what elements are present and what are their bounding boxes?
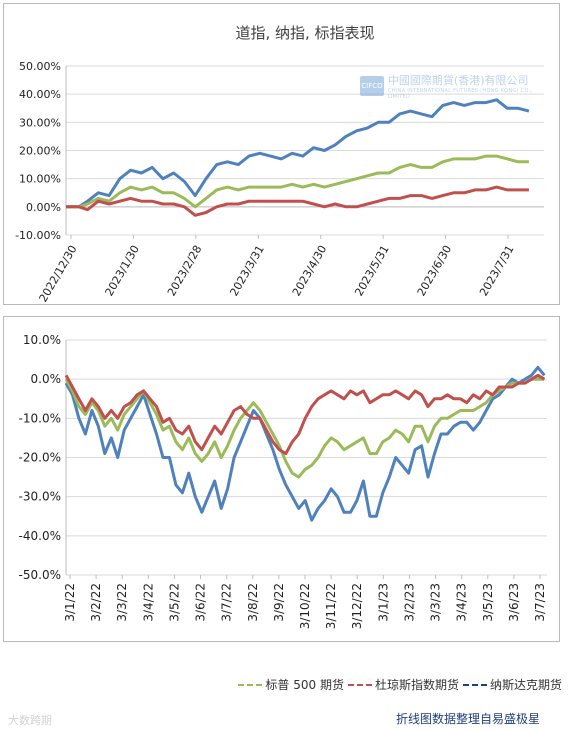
bottom-line-chart: 10.0%0.0%-10.0%-20.0%-30.0%-40.0%-50.0%3… (19, 333, 547, 629)
x-tick-label: 3/1/22 (63, 583, 77, 622)
x-tick-label: 3/6/22 (194, 583, 208, 622)
top-line-chart: 道指, 纳指, 标指表现 50.00% 40.00% 30.00% 20.00% 10.0… (15, 24, 544, 304)
series-line-0-2 (66, 185, 529, 217)
y-tick-label: -30.0% (19, 490, 61, 504)
source-note: 折线图数据整理自易盛极星 (395, 712, 540, 726)
x-tick-label: 3/5/22 (167, 583, 181, 622)
y-tick-label: 40.00% (19, 88, 61, 101)
watermark-cn-text: 中國國際期貨(香港)有限公司 (387, 74, 529, 87)
legend-label-dow: 杜琼斯指数期货 (374, 678, 459, 692)
x-tick-label: 2023/5/31 (352, 243, 391, 298)
series-line-0-0 (66, 98, 530, 209)
watermark-en-text: CHINA INTERNATIONAL FUTURES (HONG KONG) … (387, 88, 533, 100)
x-tick-label: 2023/7/31 (477, 243, 516, 298)
y-tick-label: -20.0% (19, 451, 61, 465)
bottom-watermark: 大数跨期 (8, 714, 52, 727)
x-tick-label: 3/11/22 (324, 583, 338, 629)
legend-label-nasdaq: 纳斯达克期货 (489, 678, 562, 692)
y-tick-label: 10.0% (23, 333, 61, 347)
y-tick-label: -10.00% (15, 229, 61, 242)
y-tick-label: 30.00% (19, 116, 61, 129)
x-tick-label: 2023/4/30 (290, 243, 329, 298)
legend-label-sp500: 标普 500 期货 (265, 678, 344, 692)
x-tick-label: 3/5/23 (481, 583, 495, 622)
x-tick-label: 3/4/22 (141, 583, 155, 622)
legend-line-dow (347, 683, 372, 686)
y-tick-label: -50.0% (19, 568, 61, 582)
y-tick-label: 50.00% (19, 60, 61, 73)
x-tick-label: 2023/2/28 (165, 243, 204, 298)
x-tick-label: 3/9/22 (272, 583, 286, 622)
x-tick-label: 3/2/23 (402, 583, 416, 622)
bottom-chart-panel: 10.0% 0.0% -10.0% -20.0% -30.0% -40.0% -50.0% 3… (3, 316, 560, 642)
company-watermark: CIFCO 中國國際期貨(香港)有限公司 CHINA INTERNATIONAL… (360, 72, 556, 100)
legend: 标普 500 期货 杜琼斯指数期货 纳斯达克期货 (238, 676, 562, 693)
company-logo-icon: CIFCO (360, 76, 384, 96)
x-tick-label: 3/3/23 (429, 583, 443, 622)
y-tick-label: -10.0% (19, 411, 61, 425)
series-line-1-0 (64, 365, 546, 522)
chart-title: 道指, 纳指, 标指表现 (235, 24, 374, 42)
x-tick-label: 3/1/23 (376, 583, 390, 622)
x-tick-label: 3/3/22 (115, 583, 129, 622)
top-chart-panel: 道指, 纳指, 标指表现 50.00% 40.00% 30.00% 20.00% 10.0… (3, 3, 560, 305)
x-tick-label: 2023/6/30 (415, 243, 454, 298)
y-tick-label: -40.0% (19, 529, 61, 543)
legend-line-sp500 (238, 683, 263, 686)
x-tick-label: 2023/3/31 (227, 243, 266, 298)
x-tick-label: 3/7/23 (533, 583, 547, 622)
legend-item-nasdaq: 纳斯达克期货 (462, 676, 562, 693)
x-tick-label: 3/12/22 (350, 583, 364, 629)
y-tick-label: 20.00% (19, 145, 61, 158)
y-tick-label: 0.00% (26, 201, 61, 214)
legend-item-dow: 杜琼斯指数期货 (347, 676, 459, 693)
x-tick-label: 3/6/23 (507, 583, 521, 622)
series-line-0-1 (66, 154, 529, 209)
y-tick-label: 0.0% (31, 372, 62, 386)
x-tick-label: 3/4/23 (455, 583, 469, 622)
legend-line-nasdaq (462, 683, 487, 686)
x-tick-label: 3/7/22 (220, 583, 234, 622)
x-tick-label: 2022/12/30 (37, 243, 80, 304)
series-line-1-2 (64, 373, 546, 456)
x-tick-label: 3/2/22 (89, 583, 103, 622)
x-tick-label: 3/8/22 (246, 583, 260, 622)
y-tick-label: 10.00% (19, 173, 61, 186)
x-tick-label: 2023/1/30 (103, 243, 142, 298)
legend-item-sp500: 标普 500 期货 (238, 676, 344, 693)
x-tick-label: 3/10/22 (298, 583, 312, 629)
